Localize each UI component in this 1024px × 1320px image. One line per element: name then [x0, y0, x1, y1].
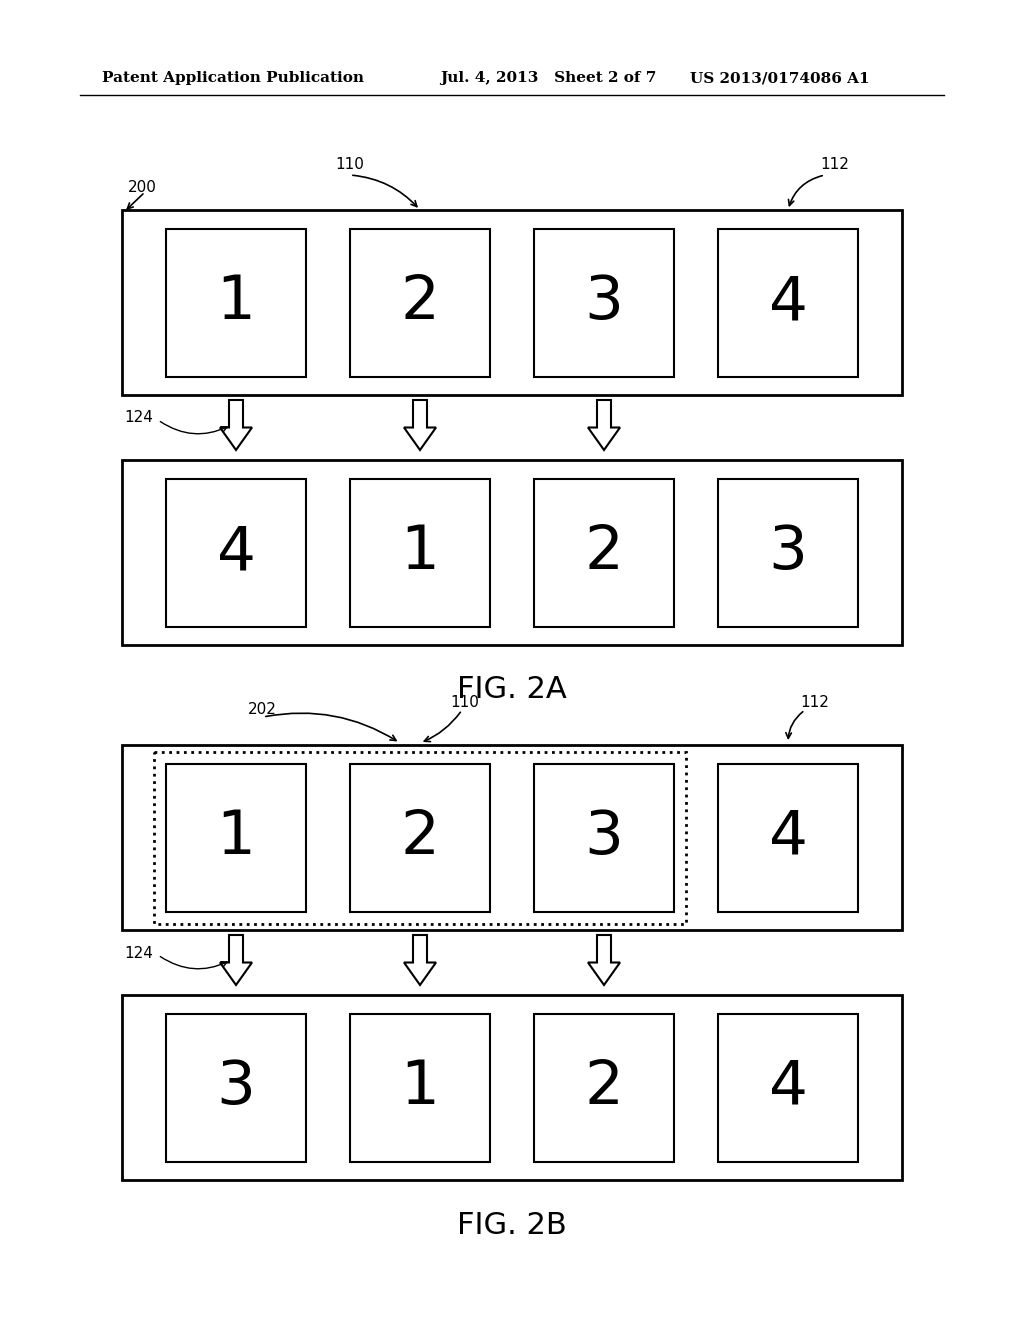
Polygon shape [220, 935, 252, 985]
Text: 4: 4 [216, 523, 255, 582]
Text: 124: 124 [124, 945, 153, 961]
Text: 200: 200 [128, 180, 157, 195]
Text: 110: 110 [335, 157, 364, 172]
Bar [534, 479, 674, 627]
Bar [350, 479, 490, 627]
Text: 2: 2 [400, 808, 439, 867]
Polygon shape [220, 400, 252, 450]
Text: 4: 4 [769, 1059, 808, 1117]
Text: 1: 1 [216, 273, 255, 333]
Polygon shape [588, 935, 620, 985]
Bar [166, 1014, 306, 1162]
Text: 3: 3 [585, 808, 624, 867]
Text: 3: 3 [769, 523, 808, 582]
Polygon shape [404, 935, 436, 985]
Text: 112: 112 [820, 157, 849, 172]
Bar [350, 1014, 490, 1162]
Text: 2: 2 [400, 273, 439, 333]
Text: 202: 202 [248, 702, 276, 717]
Bar [122, 995, 902, 1180]
Bar [166, 763, 306, 912]
Bar [718, 479, 858, 627]
Bar [534, 1014, 674, 1162]
Polygon shape [404, 400, 436, 450]
Text: US 2013/0174086 A1: US 2013/0174086 A1 [690, 71, 869, 84]
Bar [122, 744, 902, 931]
Text: FIG. 2A: FIG. 2A [457, 676, 567, 705]
Bar [718, 763, 858, 912]
Bar [534, 763, 674, 912]
Text: 1: 1 [400, 523, 439, 582]
Bar [718, 1014, 858, 1162]
Text: 3: 3 [216, 1059, 255, 1117]
Text: Patent Application Publication: Patent Application Publication [102, 71, 364, 84]
Bar [154, 751, 686, 924]
Bar [350, 763, 490, 912]
Text: 124: 124 [124, 411, 153, 425]
Text: 2: 2 [585, 1059, 624, 1117]
Text: FIG. 2B: FIG. 2B [457, 1210, 567, 1239]
Polygon shape [588, 400, 620, 450]
Text: 112: 112 [800, 696, 828, 710]
Text: 4: 4 [769, 273, 808, 333]
Text: 3: 3 [585, 273, 624, 333]
Bar [718, 228, 858, 376]
Bar [166, 228, 306, 376]
Bar [350, 228, 490, 376]
Bar [122, 210, 902, 395]
Text: Jul. 4, 2013   Sheet 2 of 7: Jul. 4, 2013 Sheet 2 of 7 [440, 71, 656, 84]
Text: 4: 4 [769, 808, 808, 867]
Bar [122, 459, 902, 645]
Text: 110: 110 [450, 696, 479, 710]
Text: 1: 1 [400, 1059, 439, 1117]
Text: 2: 2 [585, 523, 624, 582]
Bar [534, 228, 674, 376]
Text: 1: 1 [216, 808, 255, 867]
Bar [166, 479, 306, 627]
